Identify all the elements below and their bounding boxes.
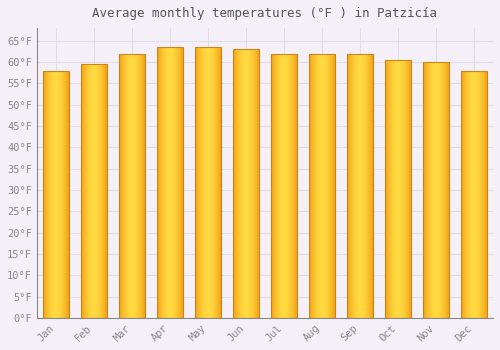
Bar	[346, 54, 374, 318]
Bar	[80, 64, 107, 318]
Bar	[308, 54, 336, 318]
Bar	[232, 49, 259, 318]
Bar	[118, 54, 145, 318]
Bar	[194, 47, 221, 318]
Bar	[422, 62, 450, 318]
Bar	[156, 47, 183, 318]
Bar	[270, 54, 297, 318]
Bar	[42, 71, 69, 318]
Title: Average monthly temperatures (°F ) in Patzicía: Average monthly temperatures (°F ) in Pa…	[92, 7, 438, 20]
Bar	[384, 60, 411, 318]
Bar	[460, 71, 487, 318]
